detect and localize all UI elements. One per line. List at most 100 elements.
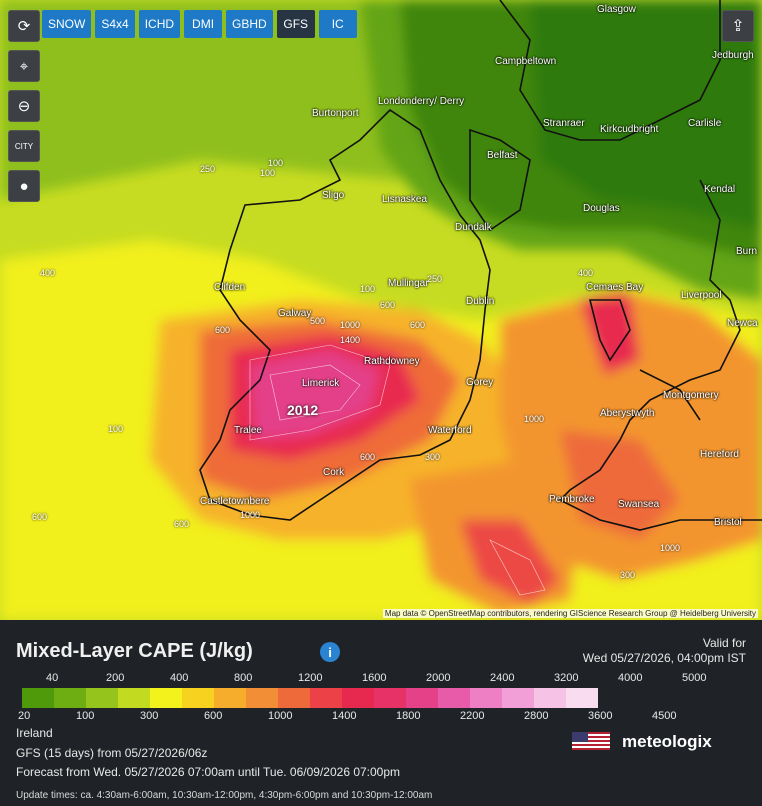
- city-label: Montgomery: [663, 390, 719, 401]
- city-label: Burtonport: [312, 108, 359, 119]
- model-button-gfs[interactable]: GFS: [276, 10, 315, 38]
- color-swatch: [406, 688, 438, 708]
- city-label: Glasgow: [597, 4, 636, 15]
- color-swatch: [22, 688, 54, 708]
- city-label: Sligo: [322, 190, 345, 201]
- legend-tick-top: 2000: [426, 672, 451, 684]
- model-run-label: GFS (15 days) from 05/27/2026/06z: [16, 746, 208, 760]
- model-button-snow[interactable]: SNOW: [42, 10, 92, 38]
- forecast-map[interactable]: ⟳ ⌖ ⊖ CITY ● SNOW S4x4 ICHD DMI GBHD GFS…: [0, 0, 762, 620]
- contour-label: 600: [215, 325, 231, 335]
- valid-time: Valid for Wed 05/27/2026, 04:00pm IST: [583, 636, 746, 666]
- model-button-s4x4[interactable]: S4x4: [95, 10, 135, 38]
- legend-tick-top: 1600: [362, 672, 387, 684]
- update-times-label: Update times: ca. 4:30am-6:00am, 10:30am…: [16, 790, 433, 801]
- location-pin-icon[interactable]: ⌖: [8, 50, 40, 82]
- city-label: Clifden: [214, 282, 246, 293]
- contour-label: 1400: [340, 335, 361, 345]
- legend-title: Mixed-Layer CAPE (J/kg): [16, 640, 253, 662]
- contour-label: 100: [268, 158, 284, 168]
- info-icon[interactable]: i: [320, 642, 340, 662]
- city-label: Limerick: [302, 378, 340, 389]
- legend-tick-bottom: 2800: [524, 710, 549, 722]
- model-selector: SNOW S4x4 ICHD DMI GBHD GFS IC: [42, 10, 357, 38]
- legend-tick-bottom: 300: [140, 710, 159, 722]
- city-label: Pembroke: [549, 494, 595, 505]
- contour-label: 1000: [524, 414, 545, 424]
- city-label: Rathdowney: [364, 356, 420, 367]
- legend-tick-bottom: 600: [204, 710, 223, 722]
- city-label: Hereford: [700, 449, 739, 460]
- city-label: Newca: [727, 318, 758, 329]
- city-label: Kirkcudbright: [600, 124, 659, 135]
- contour-label: 300: [620, 570, 636, 580]
- color-swatch: [182, 688, 214, 708]
- contour-label: 500: [310, 316, 326, 326]
- cape-field: [0, 0, 762, 620]
- contour-label: 600: [32, 512, 48, 522]
- city-label: Stranraer: [543, 118, 585, 129]
- color-swatch: [278, 688, 310, 708]
- legend-tick-top: 5000: [682, 672, 707, 684]
- contour-label: 400: [40, 268, 56, 278]
- color-swatch: [86, 688, 118, 708]
- legend-tick-bottom: 20: [18, 710, 31, 722]
- city-label: Lisnaskea: [382, 194, 428, 205]
- color-swatch: [246, 688, 278, 708]
- city-label: Kendal: [704, 184, 736, 195]
- contour-label: 100: [360, 284, 376, 294]
- contour-label: 400: [578, 268, 594, 278]
- valid-label: Valid for: [702, 636, 746, 650]
- city-label: Dublin: [466, 296, 495, 307]
- contour-label: 1000: [240, 510, 261, 520]
- brand-logo[interactable]: meteologix: [622, 732, 712, 751]
- city-label: Burn: [736, 246, 758, 257]
- refresh-icon[interactable]: ⟳: [8, 10, 40, 42]
- color-swatch: [310, 688, 342, 708]
- legend-tick-top: 1200: [298, 672, 323, 684]
- legend-tick-bottom: 1800: [396, 710, 421, 722]
- peak-value-label: 2012: [287, 402, 319, 418]
- contour-label: 250: [427, 274, 443, 284]
- us-flag-icon[interactable]: [572, 732, 610, 750]
- contour-label: 100: [260, 168, 276, 178]
- color-swatch: [374, 688, 406, 708]
- color-scale: [22, 688, 598, 708]
- city-label: Belfast: [487, 150, 518, 161]
- region-label: Ireland: [16, 726, 53, 740]
- city-label: Swansea: [618, 499, 660, 510]
- color-swatch: [214, 688, 246, 708]
- legend-tick-bottom: 4500: [652, 710, 677, 722]
- legend-tick-bottom: 1000: [268, 710, 293, 722]
- legend-tick-top: 3200: [554, 672, 579, 684]
- model-button-ic[interactable]: IC: [318, 10, 357, 38]
- model-button-ichd[interactable]: ICHD: [138, 10, 181, 38]
- legend-tick-bottom: 3600: [588, 710, 613, 722]
- color-swatch: [502, 688, 534, 708]
- city-label: Aberystwyth: [600, 408, 655, 419]
- city-label: Douglas: [583, 203, 620, 214]
- forecast-range-label: Forecast from Wed. 05/27/2026 07:00am un…: [16, 765, 401, 779]
- share-icon[interactable]: ⇪: [722, 10, 754, 42]
- color-swatch: [438, 688, 470, 708]
- color-swatch: [118, 688, 150, 708]
- city-label: Tralee: [234, 425, 262, 436]
- city-label: Dundalk: [455, 222, 492, 233]
- city-toggle-icon[interactable]: CITY: [8, 130, 40, 162]
- legend-tick-top: 2400: [490, 672, 515, 684]
- color-swatch: [150, 688, 182, 708]
- contour-label: 600: [174, 519, 190, 529]
- legend-tick-top: 400: [170, 672, 189, 684]
- model-button-gbhd[interactable]: GBHD: [226, 10, 273, 38]
- city-label: Londonderry/ Derry: [378, 96, 465, 107]
- legend-tick-top: 200: [106, 672, 125, 684]
- city-label: Jedburgh: [712, 50, 754, 61]
- contour-label: 250: [200, 164, 216, 174]
- balloon-icon[interactable]: ●: [8, 170, 40, 202]
- city-label: Mullingar: [388, 278, 429, 289]
- legend-tick-top: 4000: [618, 672, 643, 684]
- contour-label: 600: [410, 320, 426, 330]
- city-label: Bristol: [714, 517, 742, 528]
- zoom-out-icon[interactable]: ⊖: [8, 90, 40, 122]
- model-button-dmi[interactable]: DMI: [184, 10, 223, 38]
